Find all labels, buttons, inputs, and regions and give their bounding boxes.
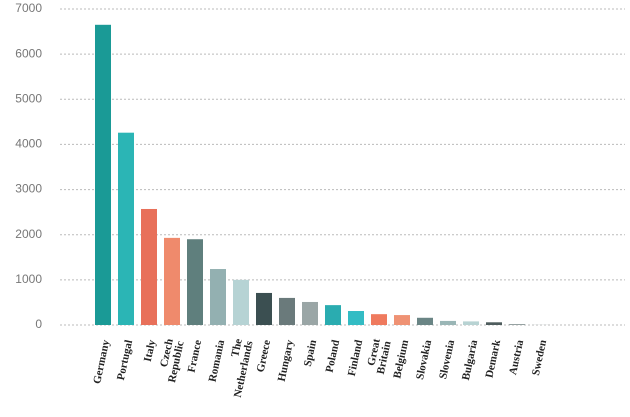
bar [463, 321, 479, 325]
y-tick-label: 5000 [15, 91, 42, 105]
x-tick-label: Sweden [530, 339, 549, 377]
x-tick-label: GreatBritain [364, 337, 394, 375]
x-tick-label: Romania [207, 338, 228, 383]
x-tick-label: Hungary [276, 338, 297, 382]
x-tick-label: Italy [142, 338, 158, 363]
bar [95, 24, 111, 326]
bar [394, 315, 410, 325]
x-tick-label: Finland [346, 339, 365, 377]
bar [233, 279, 249, 325]
bar [256, 292, 272, 325]
bar [348, 311, 364, 325]
bar [118, 132, 134, 325]
bar [187, 239, 203, 325]
bar [141, 208, 157, 325]
bar [509, 324, 525, 325]
x-tick-label: Slovakia [414, 338, 434, 380]
x-tick-label: Germany [91, 338, 112, 385]
bar [371, 314, 387, 325]
x-tick-label: Bulgaria [460, 338, 480, 381]
bar [302, 301, 318, 325]
x-tick-label: Spain [302, 339, 319, 368]
bar [279, 297, 295, 325]
x-tick-label: Poland [324, 339, 343, 374]
y-tick-label: 1000 [15, 272, 42, 286]
x-tick-label: Belgium [391, 339, 411, 380]
y-tick-label: 7000 [15, 1, 42, 15]
bar [210, 269, 226, 325]
x-tick-label: Demark [483, 338, 503, 379]
x-tick-label: TheNetherlands [221, 337, 256, 399]
x-tick-label: Slovenia [437, 338, 457, 380]
bar [486, 322, 502, 325]
x-tick-label: Greece [255, 339, 274, 374]
y-tick-label: 3000 [15, 182, 42, 196]
y-tick-label: 0 [35, 317, 42, 331]
x-tick-label: Portugal [115, 339, 135, 382]
bar [417, 317, 433, 325]
y-tick-label: 6000 [15, 46, 42, 60]
y-tick-label: 2000 [15, 227, 42, 241]
bar [164, 237, 180, 325]
y-tick-label: 4000 [15, 137, 42, 151]
x-tick-label: Austria [507, 338, 526, 376]
x-tick-label: France [186, 339, 205, 374]
x-tick-label: CzechRepublic [155, 338, 186, 384]
bar [440, 320, 456, 325]
bar [325, 305, 341, 325]
